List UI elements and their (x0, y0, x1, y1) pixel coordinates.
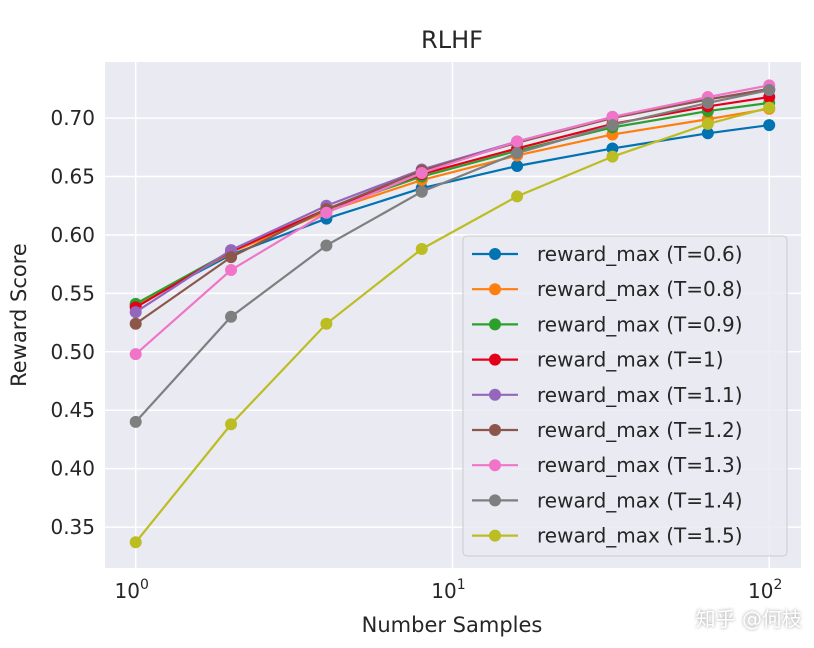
x-tick-label: 100 (115, 577, 149, 603)
legend-label: reward_max (T=0.8) (537, 277, 743, 301)
legend-entry: reward_max (T=1.5) (472, 524, 743, 548)
legend-entry: reward_max (T=0.6) (472, 242, 743, 266)
data-point (763, 119, 776, 132)
series-line (134, 84, 770, 355)
data-point (415, 167, 428, 180)
legend-label: reward_max (T=1.3) (537, 453, 743, 477)
legend-marker (489, 424, 501, 436)
y-axis-label: Reward Score (7, 243, 31, 387)
data-point (320, 317, 333, 330)
data-point (511, 147, 524, 160)
data-point (129, 415, 142, 428)
legend-box (462, 235, 788, 557)
x-tick-label: 101 (431, 577, 465, 603)
x-axis-label: Number Samples (362, 613, 543, 637)
data-point (606, 119, 619, 132)
series-line (135, 95, 770, 309)
y-tick-label: 0.65 (50, 165, 95, 189)
legend-label: reward_max (T=1.2) (537, 418, 743, 442)
x-tick-label: 102 (748, 577, 782, 603)
legend-label: reward_max (T=0.6) (537, 242, 743, 266)
legend-marker (489, 353, 501, 366)
data-point (701, 127, 714, 140)
legend-marker (489, 388, 501, 401)
legend-entry: reward_max (T=1.1) (472, 383, 743, 407)
chart-title: RLHF (421, 26, 483, 54)
legend-entry: reward_max (T=0.9) (472, 312, 743, 336)
y-tick-label: 0.45 (50, 398, 95, 422)
data-point (511, 135, 524, 148)
legend-marker (489, 494, 501, 507)
watermark: 知乎 @何枝 (695, 607, 802, 631)
legend-marker (489, 248, 501, 260)
legend-marker (489, 318, 501, 331)
legend-entry: reward_max (T=0.8) (472, 277, 743, 301)
y-tick-label: 0.55 (50, 281, 95, 305)
y-tick-label: 0.70 (50, 106, 95, 130)
data-point (511, 160, 524, 173)
legend-label: reward_max (T=1.5) (537, 524, 743, 548)
series-line (135, 107, 770, 308)
data-point (129, 536, 142, 549)
data-point (606, 150, 619, 163)
y-tick-label: 0.35 (50, 515, 95, 539)
data-point (415, 242, 428, 255)
y-tick-label: 0.60 (50, 223, 95, 247)
data-point (320, 206, 333, 219)
data-point (225, 418, 238, 431)
data-point (701, 96, 714, 109)
legend-label: reward_max (T=1.4) (537, 488, 743, 512)
data-point (225, 310, 238, 323)
legend-marker (489, 283, 501, 296)
legend-entry: reward_max (T=1.2) (472, 418, 743, 442)
data-point (511, 190, 524, 203)
legend-label: reward_max (T=0.9) (537, 312, 743, 336)
series-7 (129, 84, 776, 428)
data-point (701, 117, 714, 130)
data-point (129, 306, 142, 319)
data-point (415, 185, 428, 198)
data-point (129, 317, 142, 330)
series-6 (129, 79, 776, 361)
legend-entry: reward_max (T=1.3) (472, 453, 743, 477)
legend-marker (489, 459, 501, 472)
legend-label: reward_max (T=1.1) (537, 383, 743, 407)
y-tick-label: 0.40 (50, 457, 95, 481)
legend-marker (489, 529, 501, 542)
data-point (763, 84, 776, 97)
data-point (763, 101, 776, 114)
series-line (134, 88, 770, 423)
data-point (320, 239, 333, 252)
legend-entry: reward_max (T=1) (472, 348, 724, 372)
legend-label: reward_max (T=1) (537, 348, 724, 372)
series-8 (129, 101, 776, 549)
series-line (134, 106, 770, 543)
data-point (225, 264, 238, 277)
data-point (129, 348, 142, 361)
y-tick-label: 0.50 (50, 340, 95, 364)
legend-entry: reward_max (T=1.4) (472, 488, 743, 512)
data-point (225, 251, 238, 264)
